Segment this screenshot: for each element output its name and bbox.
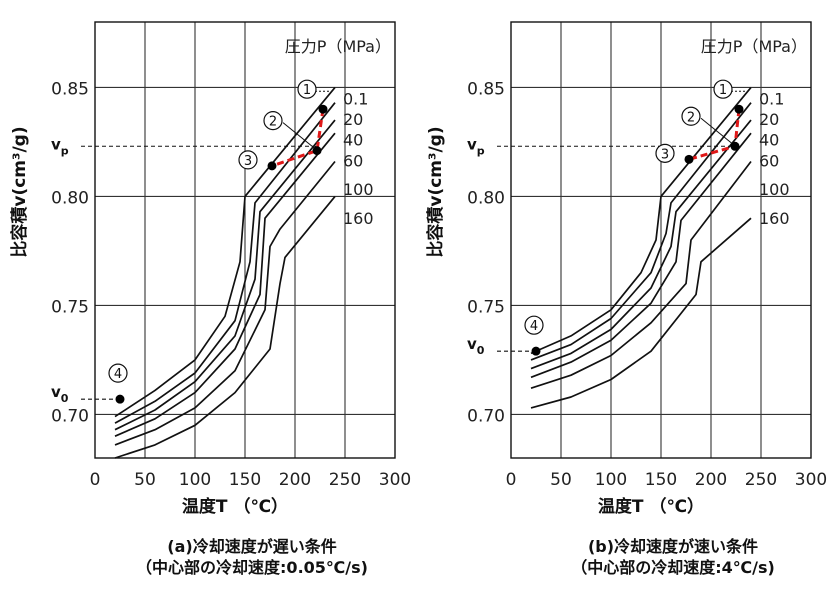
point-1-label: 1	[303, 83, 311, 98]
series-line-0.1	[114, 86, 336, 418]
legend-title: 圧力P（MPa）	[701, 37, 807, 56]
y-tick-label: 0.80	[51, 188, 89, 208]
point-4-label: 4	[530, 319, 538, 334]
x-tick-label: 50	[550, 470, 572, 490]
caption-a-subtitle: （中心部の冷却速度:0.05℃/s)	[136, 558, 368, 577]
series-label-20: 20	[759, 110, 779, 129]
legend-title: 圧力P（MPa）	[285, 37, 391, 56]
series-label-60: 60	[343, 151, 363, 170]
x-tick-label: 50	[134, 470, 156, 490]
x-tick-label: 300	[795, 470, 827, 490]
series-line-40	[114, 119, 336, 431]
series-label-40: 40	[759, 131, 779, 150]
y-tick-label: 0.70	[467, 406, 505, 426]
series-line-20	[114, 102, 336, 424]
point-3	[267, 161, 277, 171]
point-4-badge	[108, 363, 128, 383]
point-2-badge	[681, 106, 701, 126]
point-3-badge	[238, 150, 258, 170]
point-4-label: 4	[114, 367, 122, 382]
point-3-badge	[655, 143, 675, 163]
series-label-0.1: 0.1	[759, 89, 784, 108]
series-label-100: 100	[343, 180, 374, 199]
point-2	[730, 141, 740, 151]
point-4	[115, 394, 125, 404]
series-line-60	[114, 132, 336, 437]
series-label-40: 40	[343, 131, 363, 150]
caption-b-title: (b)冷却速度が速い条件	[587, 537, 759, 556]
point-2-label: 2	[687, 110, 695, 125]
point-2-label: 2	[269, 115, 277, 130]
series-line-100	[114, 160, 336, 446]
x-tick-label: 300	[379, 470, 411, 490]
plot-frame	[510, 21, 812, 459]
series-line-160	[530, 217, 752, 409]
caption-b: (b)冷却速度が速い条件 （中心部の冷却速度:4℃/s)	[508, 536, 838, 578]
x-axis-label: 温度T （℃）	[182, 496, 288, 517]
series-label-0.1: 0.1	[343, 89, 368, 108]
chart-a: 0 50 100 150 200 250 300 0.70 0.75 0.80 0.85 温度T （℃…	[9, 21, 411, 517]
y-tick-label: 0.85	[51, 79, 89, 99]
point-3	[684, 154, 694, 164]
point-2-leader	[700, 117, 734, 145]
point-3-label: 3	[661, 147, 669, 162]
point-1-badge	[713, 79, 733, 99]
point-4	[531, 346, 541, 356]
v0-label: v0	[51, 383, 69, 405]
y-tick-label: 0.80	[467, 188, 505, 208]
x-tick-label: 250	[329, 470, 361, 490]
series-label-160: 160	[343, 209, 374, 228]
y-axis-label: 比容積v(cm³/g)	[9, 126, 30, 257]
y-tick-label: 0.70	[51, 406, 89, 426]
caption-a-title: (a)冷却速度が遅い条件	[167, 537, 337, 556]
point-2-badge	[263, 111, 283, 131]
y-axis-label: 比容積v(cm³/g)	[425, 126, 446, 257]
series-label-20: 20	[343, 110, 363, 129]
x-tick-label: 0	[506, 470, 517, 490]
vp-label: vp	[467, 135, 485, 157]
plot-frame	[94, 21, 396, 459]
x-tick-label: 0	[90, 470, 101, 490]
x-tick-label: 150	[229, 470, 261, 490]
series-line-160	[114, 195, 336, 459]
x-axis-label: 温度T （℃）	[598, 496, 704, 517]
y-tick-label: 0.75	[467, 297, 505, 317]
x-tick-label: 150	[645, 470, 677, 490]
series-line-40	[530, 119, 752, 370]
point-2	[312, 146, 322, 156]
x-tick-label: 250	[745, 470, 777, 490]
process-path	[271, 108, 325, 168]
x-tick-label: 100	[179, 470, 211, 490]
chart-b: 0 50 100 150 200 250 300 0.70 0.75 0.80 0.85 温度T （℃…	[425, 21, 827, 517]
v0-label: v0	[467, 335, 485, 357]
y-tick-label: 0.75	[51, 297, 89, 317]
x-tick-label: 100	[595, 470, 627, 490]
series-line-0.1	[530, 86, 752, 355]
point-1	[318, 104, 328, 114]
point-3-label: 3	[244, 154, 252, 169]
series-label-160: 160	[759, 209, 790, 228]
point-4-badge	[524, 315, 544, 335]
vp-label: vp	[51, 135, 69, 157]
series-line-100	[530, 160, 752, 390]
series-label-60: 60	[759, 151, 779, 170]
caption-a: (a)冷却速度が遅い条件 （中心部の冷却速度:0.05℃/s)	[87, 536, 417, 578]
point-1	[734, 104, 744, 114]
point-2-leader	[282, 122, 316, 150]
point-1-label: 1	[719, 83, 727, 98]
x-tick-label: 200	[279, 470, 311, 490]
series-label-100: 100	[759, 180, 790, 199]
point-1-badge	[297, 79, 317, 99]
series-line-60	[530, 132, 752, 379]
y-tick-label: 0.85	[467, 79, 505, 99]
series-line-20	[530, 102, 752, 361]
caption-b-subtitle: （中心部の冷却速度:4℃/s)	[571, 558, 775, 577]
x-tick-label: 200	[695, 470, 727, 490]
